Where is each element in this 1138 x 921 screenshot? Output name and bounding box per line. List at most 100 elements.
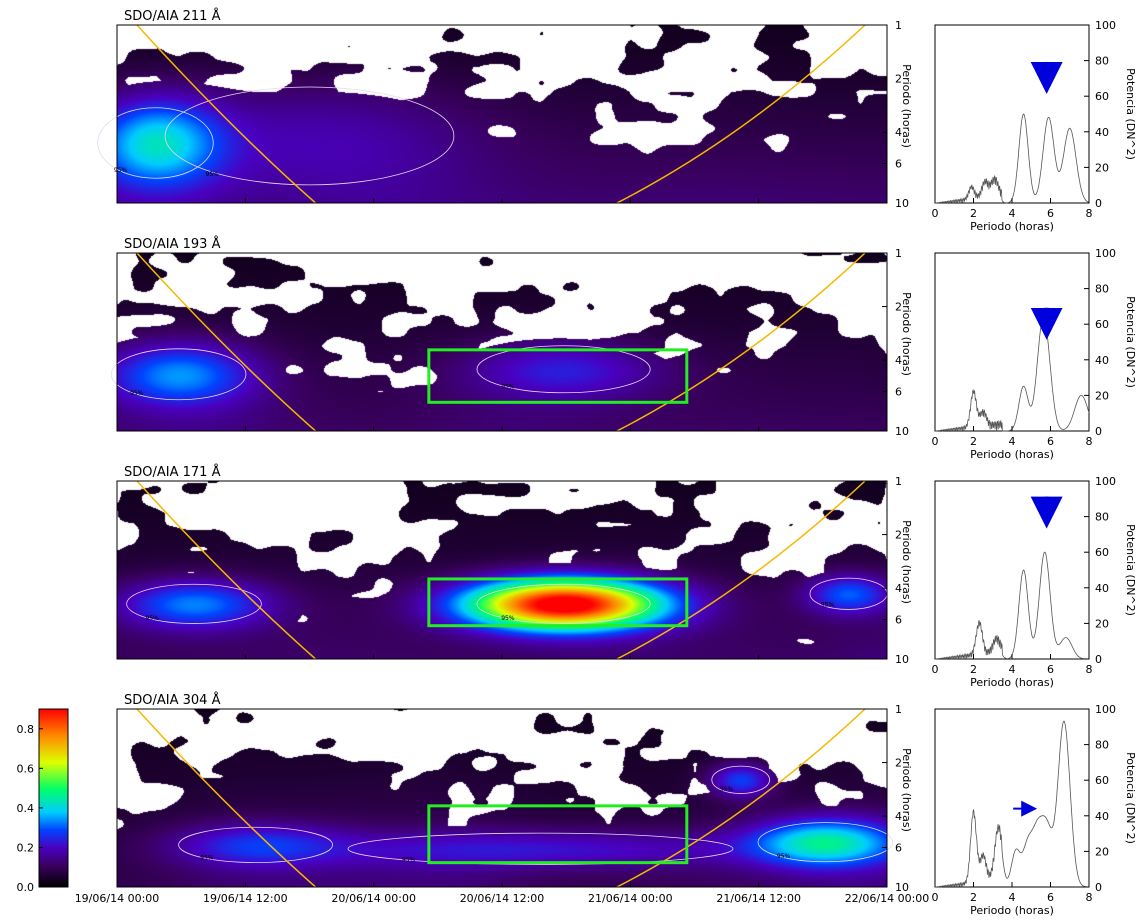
significance-contour <box>476 583 651 624</box>
spectrum-x-tick-label: 2 <box>970 207 977 220</box>
wavelet-power-map <box>117 253 887 431</box>
spectrum-y-tick-label: 60 <box>1095 774 1109 787</box>
y-tick-label: 1 <box>895 475 902 488</box>
contour-label: 95% <box>501 615 515 622</box>
colorbar-tick-label: 0.2 <box>17 841 35 854</box>
significance-contour <box>126 583 262 624</box>
spectrum-x-tick-label: 2 <box>970 891 977 904</box>
contour-label: 95% <box>114 167 128 174</box>
cone-of-influence-left <box>136 25 317 203</box>
spectrum-y-tick-label: 100 <box>1095 475 1116 488</box>
wavelet-power-map <box>117 709 887 887</box>
spectrum-y-tick-label: 60 <box>1095 546 1109 559</box>
colorbar-tick-label: 0.4 <box>17 802 35 815</box>
time-tick-label: 21/06/14 00:00 <box>588 892 673 905</box>
y-tick-label: 4 <box>895 582 902 595</box>
spectrum-y-label: Potencia (DN^2) <box>1124 752 1137 844</box>
cone-of-influence-left <box>136 709 317 887</box>
panel-3: 95% 95% 95% SDO/AIA 171 Å 1 2 4 6 10 Periodo (hor… <box>116 464 1138 689</box>
y-tick-label: 2 <box>895 757 902 770</box>
panel-1: 95% 95% SDO/AIA 211 Å 1 2 4 6 10 Periodo (horas)… <box>97 8 1137 233</box>
spectrum-x-tick-label: 0 <box>932 435 939 448</box>
y-tick-label: 4 <box>895 810 902 823</box>
panel-2: 95% 95% SDO/AIA 193 Å 1 2 4 6 10 Periodo (horas)… <box>110 236 1138 461</box>
spectrum-x-tick-label: 4 <box>1009 663 1016 676</box>
spectrum-x-tick-label: 6 <box>1047 207 1054 220</box>
cone-of-influence-right <box>615 25 866 203</box>
spectrum-frame <box>934 708 1090 888</box>
y-tick-label: 10 <box>895 881 909 894</box>
spectrum-y-label: Potencia (DN^2) <box>1124 296 1137 388</box>
spectrum-y-tick-label: 40 <box>1095 354 1109 367</box>
spectrum-panel: 0 2 4 6 8 Periodo (horas) 0 20 40 60 80 100 Potencia… <box>932 703 1138 917</box>
y-tick-label: 4 <box>895 354 902 367</box>
cone-of-influence-right <box>615 481 866 659</box>
y-tick-label: 2 <box>895 529 902 542</box>
spectrum-y-tick-label: 80 <box>1095 511 1109 524</box>
roi-box <box>427 804 689 865</box>
colorbar-gradient <box>38 708 69 888</box>
spectrum-y-tick-label: 100 <box>1095 19 1116 32</box>
y-axis-label: Periodo (horas) <box>900 292 913 376</box>
significance-contour <box>757 822 894 863</box>
spectrum-y-tick-label: 40 <box>1095 126 1109 139</box>
y-axis-label: Periodo (horas) <box>900 520 913 604</box>
spectrum-x-label: Periodo (horas) <box>970 904 1054 917</box>
spectrum-frame <box>934 480 1090 660</box>
spectrum-x-tick-label: 8 <box>1086 891 1093 904</box>
wavelet-power-map <box>117 481 887 659</box>
cone-of-influence-left <box>136 253 317 431</box>
spectrum-y-tick-label: 20 <box>1095 161 1109 174</box>
spectrum-panel: 0 2 4 6 8 Periodo (horas) 0 20 40 60 80 100 Potencia… <box>932 475 1138 689</box>
spectrum-x-tick-label: 4 <box>1009 891 1016 904</box>
spectrum-x-tick-label: 8 <box>1086 663 1093 676</box>
spectrum-x-tick-label: 8 <box>1086 207 1093 220</box>
spectrum-y-label: Potencia (DN^2) <box>1124 524 1137 616</box>
contour-label: 95% <box>200 854 214 861</box>
spectrum-x-tick-label: 0 <box>932 207 939 220</box>
y-tick-label: 6 <box>895 842 902 855</box>
y-tick-label: 10 <box>895 653 909 666</box>
time-tick-label: 20/06/14 00:00 <box>331 892 416 905</box>
colorbar-tick-label: 0.6 <box>17 762 35 775</box>
spectrum-frame <box>934 24 1090 204</box>
spectrum-y-tick-label: 20 <box>1095 617 1109 630</box>
y-tick-label: 6 <box>895 386 902 399</box>
spectrum-x-label: Periodo (horas) <box>970 448 1054 461</box>
y-tick-label: 1 <box>895 247 902 260</box>
contour-label: 95% <box>145 615 159 622</box>
spectrum-x-label: Periodo (horas) <box>970 220 1054 233</box>
spectrum-y-tick-label: 0 <box>1095 881 1102 894</box>
spectrum-x-label: Periodo (horas) <box>970 676 1054 689</box>
spectrum-y-tick-label: 80 <box>1095 55 1109 68</box>
y-tick-label: 10 <box>895 425 909 438</box>
cone-of-influence-right <box>615 253 866 431</box>
spectrum-y-tick-label: 60 <box>1095 318 1109 331</box>
spectrum-x-tick-label: 0 <box>932 891 939 904</box>
contour-label: 95% <box>720 786 734 793</box>
significance-contour <box>178 826 334 863</box>
spectrum-y-tick-label: 80 <box>1095 283 1109 296</box>
y-tick-label: 10 <box>895 197 909 210</box>
y-tick-label: 4 <box>895 126 902 139</box>
panel-title: SDO/AIA 171 Å <box>124 464 221 480</box>
spectrum-panel: 0 2 4 6 8 Periodo (horas) 0 20 40 60 80 100 Potencia… <box>932 247 1138 461</box>
spectrum-x-tick-label: 2 <box>970 435 977 448</box>
time-tick-label: 22/06/14 00:00 <box>845 892 930 905</box>
spectrum-x-tick-label: 4 <box>1009 207 1016 220</box>
spectrum-y-tick-label: 0 <box>1095 425 1102 438</box>
y-tick-label: 6 <box>895 158 902 171</box>
spectrum-x-tick-label: 6 <box>1047 435 1054 448</box>
spectrum-x-tick-label: 8 <box>1086 435 1093 448</box>
roi-box <box>427 348 689 404</box>
spectrum-y-tick-label: 40 <box>1095 810 1109 823</box>
time-tick-label: 20/06/14 12:00 <box>460 892 545 905</box>
spectrum-y-tick-label: 40 <box>1095 582 1109 595</box>
contour-label: 95% <box>777 853 791 860</box>
spectrum-line <box>935 720 1089 889</box>
spectrum-y-tick-label: 80 <box>1095 739 1109 752</box>
spectrum-x-tick-label: 2 <box>970 663 977 676</box>
contour-label: 95% <box>402 857 416 864</box>
